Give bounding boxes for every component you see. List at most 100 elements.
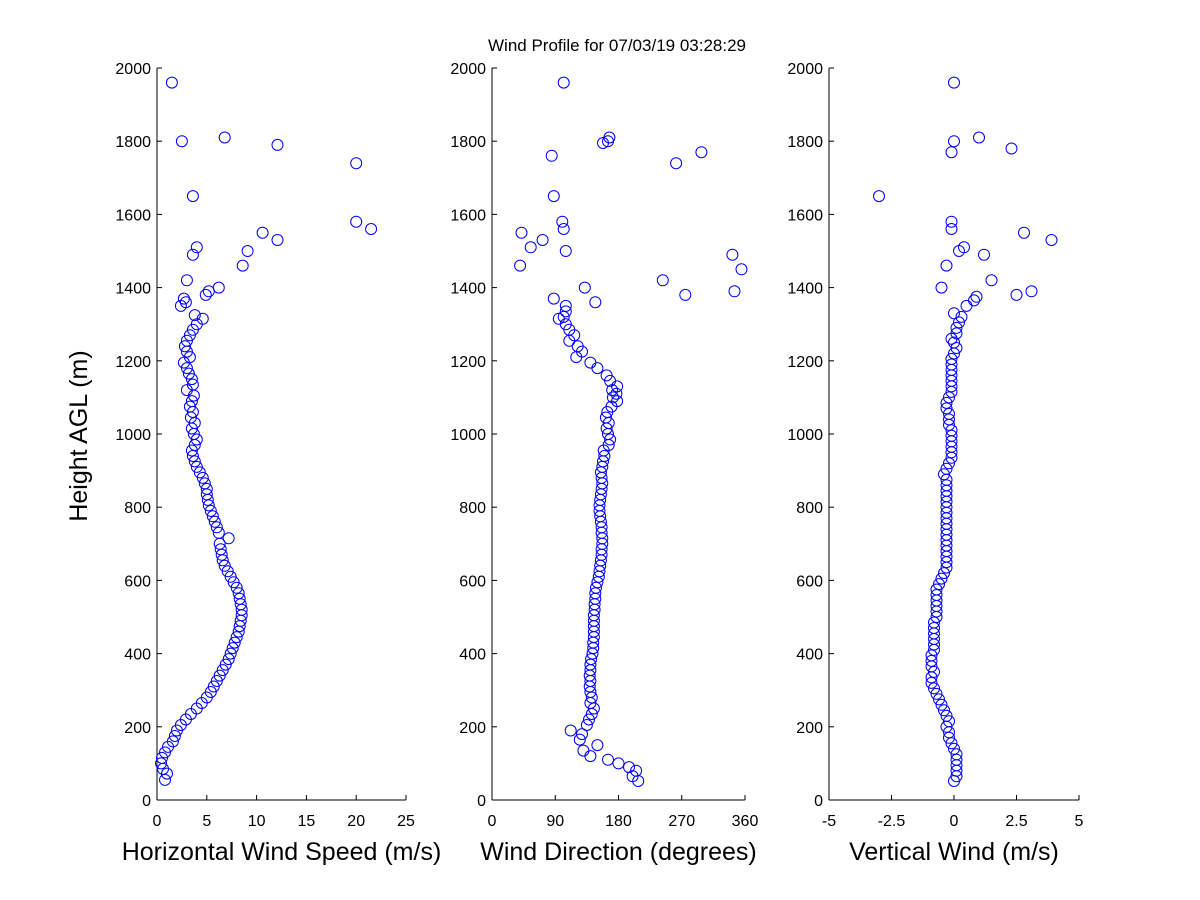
data-point — [606, 391, 619, 404]
data-point — [241, 245, 254, 257]
data-point — [945, 146, 958, 159]
data-point — [577, 744, 590, 757]
data-point — [728, 285, 741, 298]
data-point — [583, 713, 595, 726]
data-point — [161, 767, 173, 780]
data-point — [591, 739, 604, 752]
data-point — [230, 581, 243, 594]
data-point — [230, 631, 243, 644]
data-point — [222, 532, 235, 545]
data-point — [599, 411, 612, 424]
data-point — [938, 468, 950, 481]
data-point — [206, 510, 219, 523]
data-point — [190, 241, 203, 254]
y-tick-label: 1600 — [115, 207, 151, 224]
data-point — [968, 294, 980, 307]
data-point — [623, 761, 635, 774]
data-point — [350, 215, 363, 228]
data-point — [204, 686, 217, 698]
data-point — [950, 342, 963, 354]
data-point — [933, 578, 945, 591]
y-tick-label: 1600 — [450, 207, 486, 224]
data-point — [953, 316, 965, 329]
data-point — [185, 395, 198, 408]
data-point — [559, 245, 572, 257]
data-point — [155, 757, 167, 770]
y-tick-label: 600 — [796, 573, 823, 590]
data-point — [945, 737, 958, 750]
data-point — [186, 190, 199, 203]
x-tick-label: 180 — [605, 813, 632, 830]
data-point — [602, 753, 614, 766]
data-point — [611, 395, 624, 408]
data-point — [973, 131, 985, 144]
data-point — [213, 669, 226, 682]
data-point — [928, 622, 940, 634]
data-point — [515, 226, 528, 239]
y-tick-label: 2000 — [115, 61, 151, 78]
data-point — [726, 248, 739, 261]
data-point — [175, 135, 188, 148]
data-point — [196, 471, 209, 484]
data-point — [943, 413, 955, 426]
data-point — [198, 477, 211, 490]
data-point — [940, 709, 953, 722]
y-tick-label: 1800 — [787, 134, 823, 151]
data-point — [940, 402, 953, 415]
data-point — [571, 340, 584, 353]
data-point — [948, 135, 960, 148]
y-tick-label: 400 — [796, 647, 823, 664]
data-point — [177, 292, 190, 305]
data-point — [938, 704, 950, 717]
data-point — [598, 450, 611, 462]
data-point — [214, 543, 227, 556]
data-point — [233, 592, 246, 605]
panel-3: 0 200 400 600 800 1000 1200 1400 1600 1800 2000 -5 -… — [787, 61, 1083, 866]
data-point — [165, 76, 178, 89]
y-tick-label: 2000 — [787, 61, 823, 78]
x-tick-label: 0 — [950, 813, 959, 830]
x-axis-label: Vertical Wind (m/s) — [849, 838, 1059, 866]
data-point — [226, 642, 239, 655]
data-point — [590, 581, 602, 594]
data-point — [524, 241, 537, 254]
y-tick-label: 1000 — [787, 427, 823, 444]
data-point — [218, 131, 231, 144]
data-point — [185, 444, 198, 457]
y-tick-label: 1400 — [787, 281, 823, 298]
data-point — [186, 378, 199, 391]
y-tick-label: 1000 — [115, 427, 151, 444]
data-point — [580, 719, 593, 731]
data-point — [610, 387, 623, 400]
y-tick-label: 1400 — [115, 281, 151, 298]
y-tick-label: 1200 — [787, 354, 823, 371]
data-point — [940, 396, 953, 409]
data-point — [935, 281, 948, 294]
x-axis-label: Horizontal Wind Speed (m/s) — [122, 838, 442, 866]
data-point — [930, 583, 943, 596]
y-tick-label: 200 — [459, 720, 486, 737]
data-point — [928, 665, 940, 678]
y-axis-label: Height AGL (m) — [65, 350, 93, 521]
data-point — [190, 460, 203, 473]
data-point — [212, 526, 225, 539]
data-point — [940, 259, 953, 272]
x-tick-label: 2.5 — [1005, 813, 1027, 830]
data-point — [557, 223, 570, 235]
data-point — [185, 373, 198, 386]
data-point — [928, 682, 940, 695]
chart-title: Wind Profile for 07/03/19 03:28:29 — [488, 36, 746, 55]
data-point — [948, 336, 960, 349]
data-point — [183, 351, 196, 364]
data-point — [958, 241, 970, 254]
data-point — [950, 327, 963, 340]
y-tick-label: 800 — [459, 500, 486, 517]
data-point — [547, 292, 560, 305]
data-point — [970, 290, 983, 303]
data-point — [679, 288, 692, 301]
data-point — [547, 190, 560, 203]
x-tick-label: 15 — [298, 813, 316, 830]
data-point — [578, 281, 591, 294]
data-point — [945, 215, 958, 228]
